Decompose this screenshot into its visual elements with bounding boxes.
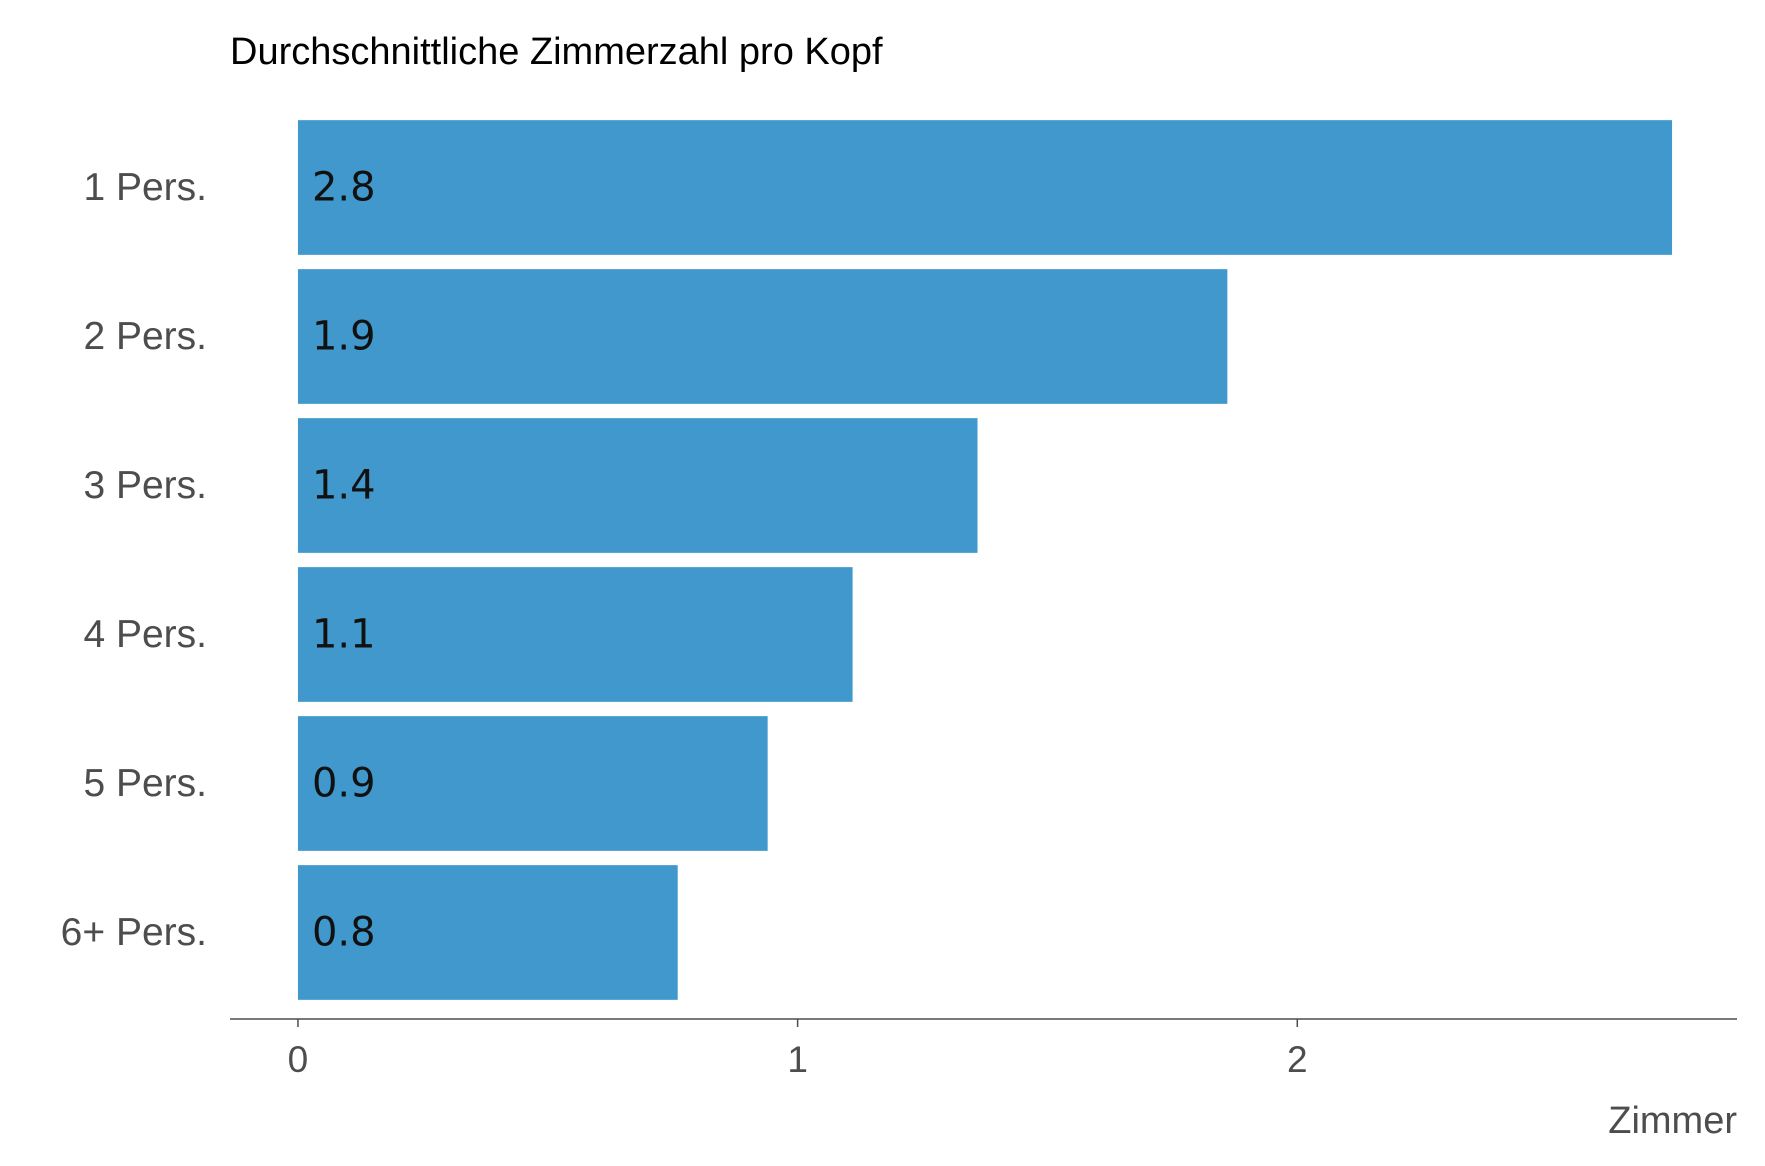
x-axis-label: Zimmer (1608, 1100, 1737, 1142)
x-tick-label: 1 (787, 1039, 808, 1080)
y-tick-label: 6+ Pers. (61, 911, 207, 954)
x-tick-label: 2 (1287, 1039, 1308, 1080)
bar (297, 418, 978, 553)
bar (297, 120, 1673, 255)
bar (297, 865, 678, 1000)
y-tick-label: 2 Pers. (83, 315, 207, 358)
value-label: 1.1 (312, 612, 376, 658)
y-tick-label: 5 Pers. (83, 762, 207, 805)
y-tick-label: 1 Pers. (83, 166, 207, 209)
value-label: 1.4 (312, 463, 376, 509)
value-label: 0.8 (312, 910, 376, 956)
value-label: 1.9 (312, 314, 376, 360)
value-label: 2.8 (312, 165, 376, 211)
value-label: 0.9 (312, 761, 376, 807)
y-tick-label: 4 Pers. (83, 613, 207, 656)
bar (297, 269, 1228, 404)
x-tick-label: 0 (288, 1039, 309, 1080)
chart-title: Durchschnittliche Zimmerzahl pro Kopf (230, 31, 883, 73)
y-tick-label: 3 Pers. (83, 464, 207, 507)
bar (297, 716, 768, 851)
bar (297, 567, 853, 702)
